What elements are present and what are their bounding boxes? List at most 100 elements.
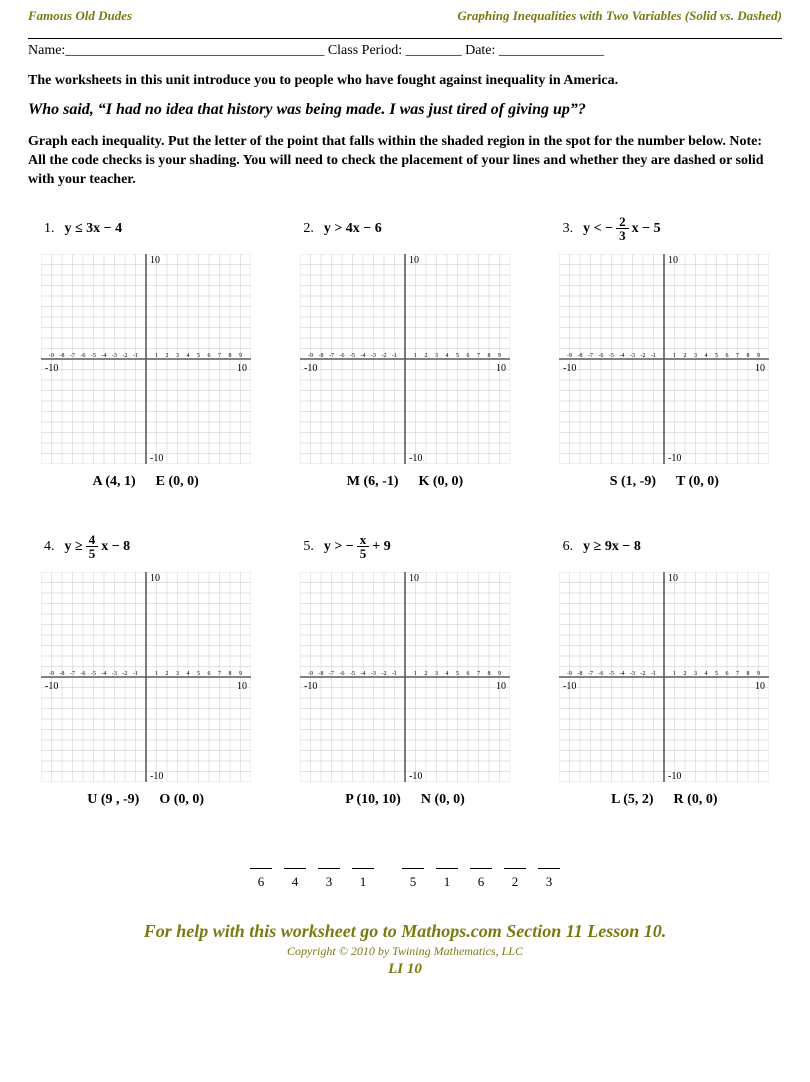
svg-text:8: 8 <box>487 671 490 677</box>
svg-text:5: 5 <box>197 671 200 677</box>
coordinate-grid: -91-82-73-64-55-46-37-28-1910-10-1010 <box>300 572 510 782</box>
svg-text:-9: -9 <box>567 353 572 359</box>
svg-text:-10: -10 <box>150 771 163 782</box>
inequality: y ≤ 3x − 4 <box>65 221 123 237</box>
svg-text:4: 4 <box>705 353 708 359</box>
svg-text:-10: -10 <box>304 681 317 692</box>
svg-text:-7: -7 <box>329 353 334 359</box>
problem-2: 2.y > 4x − 6-91-82-73-64-55-46-37-28-191… <box>287 212 522 490</box>
svg-text:2: 2 <box>424 671 427 677</box>
svg-text:8: 8 <box>487 353 490 359</box>
problem-number: 6. <box>563 539 574 555</box>
svg-text:-5: -5 <box>609 671 614 677</box>
svg-text:-9: -9 <box>567 671 572 677</box>
answer-blanks: 643151623 <box>28 858 782 891</box>
svg-text:3: 3 <box>694 671 697 677</box>
svg-text:5: 5 <box>456 353 459 359</box>
svg-text:1: 1 <box>155 353 158 359</box>
svg-text:2: 2 <box>165 353 168 359</box>
footer-help: For help with this worksheet go to Matho… <box>28 921 782 942</box>
svg-text:-10: -10 <box>563 681 576 692</box>
svg-text:2: 2 <box>165 671 168 677</box>
svg-text:-2: -2 <box>122 353 127 359</box>
problem-4: 4.y ≥ 45 x − 8-91-82-73-64-55-46-37-28-1… <box>28 530 263 808</box>
svg-text:6: 6 <box>726 353 729 359</box>
svg-text:2: 2 <box>684 353 687 359</box>
inequality: y < − 23 x − 5 <box>583 215 660 242</box>
svg-text:-10: -10 <box>150 453 163 464</box>
problem-6: 6.y ≥ 9x − 8-91-82-73-64-55-46-37-28-191… <box>547 530 782 808</box>
svg-text:2: 2 <box>684 671 687 677</box>
svg-text:3: 3 <box>176 671 179 677</box>
svg-text:3: 3 <box>435 671 438 677</box>
problem-number: 4. <box>44 539 55 555</box>
svg-text:-8: -8 <box>578 353 583 359</box>
svg-text:-4: -4 <box>101 353 106 359</box>
svg-text:-6: -6 <box>339 671 344 677</box>
svg-text:9: 9 <box>757 671 760 677</box>
svg-text:-10: -10 <box>668 771 681 782</box>
svg-text:-1: -1 <box>392 353 397 359</box>
svg-text:-3: -3 <box>112 671 117 677</box>
svg-text:7: 7 <box>477 671 480 677</box>
problem-3: 3.y < − 23 x − 5-91-82-73-64-55-46-37-28… <box>547 212 782 490</box>
svg-text:-6: -6 <box>80 353 85 359</box>
svg-text:-3: -3 <box>630 353 635 359</box>
inequality: y ≥ 9x − 8 <box>583 539 641 555</box>
svg-text:8: 8 <box>228 671 231 677</box>
svg-text:-10: -10 <box>45 363 58 374</box>
answer-points: M (6, -1)K (0, 0) <box>287 474 522 490</box>
svg-text:-8: -8 <box>318 671 323 677</box>
svg-text:10: 10 <box>755 681 765 692</box>
svg-text:-4: -4 <box>620 353 625 359</box>
svg-text:-6: -6 <box>599 671 604 677</box>
name-line: Name:___________________________________… <box>28 43 782 59</box>
svg-text:-10: -10 <box>409 453 422 464</box>
svg-text:6: 6 <box>207 671 210 677</box>
svg-text:-10: -10 <box>563 363 576 374</box>
svg-text:-4: -4 <box>101 671 106 677</box>
coordinate-grid: -91-82-73-64-55-46-37-28-1910-10-1010 <box>559 572 769 782</box>
answer-points: P (10, 10)N (0, 0) <box>287 792 522 808</box>
svg-text:-7: -7 <box>329 671 334 677</box>
svg-text:6: 6 <box>207 353 210 359</box>
svg-text:10: 10 <box>237 681 247 692</box>
svg-text:4: 4 <box>445 353 448 359</box>
svg-text:-7: -7 <box>588 353 593 359</box>
svg-text:-8: -8 <box>318 353 323 359</box>
svg-text:10: 10 <box>668 255 678 266</box>
answer-points: U (9 , -9)O (0, 0) <box>28 792 263 808</box>
svg-text:-3: -3 <box>112 353 117 359</box>
svg-text:-5: -5 <box>350 671 355 677</box>
problem-grid: 1.y ≤ 3x − 4-91-82-73-64-55-46-37-28-191… <box>28 212 782 808</box>
svg-text:9: 9 <box>757 353 760 359</box>
svg-text:-8: -8 <box>59 353 64 359</box>
svg-text:1: 1 <box>414 353 417 359</box>
coordinate-grid: -91-82-73-64-55-46-37-28-1910-10-1010 <box>41 254 251 464</box>
svg-text:10: 10 <box>668 573 678 584</box>
problem-number: 2. <box>303 221 314 237</box>
answer-points: L (5, 2)R (0, 0) <box>547 792 782 808</box>
svg-text:-9: -9 <box>308 353 313 359</box>
problem-number: 3. <box>563 221 574 237</box>
svg-text:10: 10 <box>409 255 419 266</box>
svg-text:1: 1 <box>414 671 417 677</box>
svg-text:3: 3 <box>694 353 697 359</box>
svg-text:1: 1 <box>673 671 676 677</box>
footer-code: LI 10 <box>28 961 782 978</box>
svg-text:-5: -5 <box>350 353 355 359</box>
coordinate-grid: -91-82-73-64-55-46-37-28-1910-10-1010 <box>41 572 251 782</box>
svg-text:3: 3 <box>435 353 438 359</box>
svg-text:-8: -8 <box>578 671 583 677</box>
svg-text:-10: -10 <box>409 771 422 782</box>
svg-text:-10: -10 <box>304 363 317 374</box>
svg-text:-2: -2 <box>381 671 386 677</box>
svg-text:10: 10 <box>150 573 160 584</box>
svg-text:10: 10 <box>409 573 419 584</box>
svg-text:4: 4 <box>705 671 708 677</box>
header-left: Famous Old Dudes <box>28 8 132 24</box>
svg-text:-7: -7 <box>70 671 75 677</box>
inequality: y > 4x − 6 <box>324 221 382 237</box>
svg-text:9: 9 <box>239 353 242 359</box>
svg-text:-1: -1 <box>392 671 397 677</box>
